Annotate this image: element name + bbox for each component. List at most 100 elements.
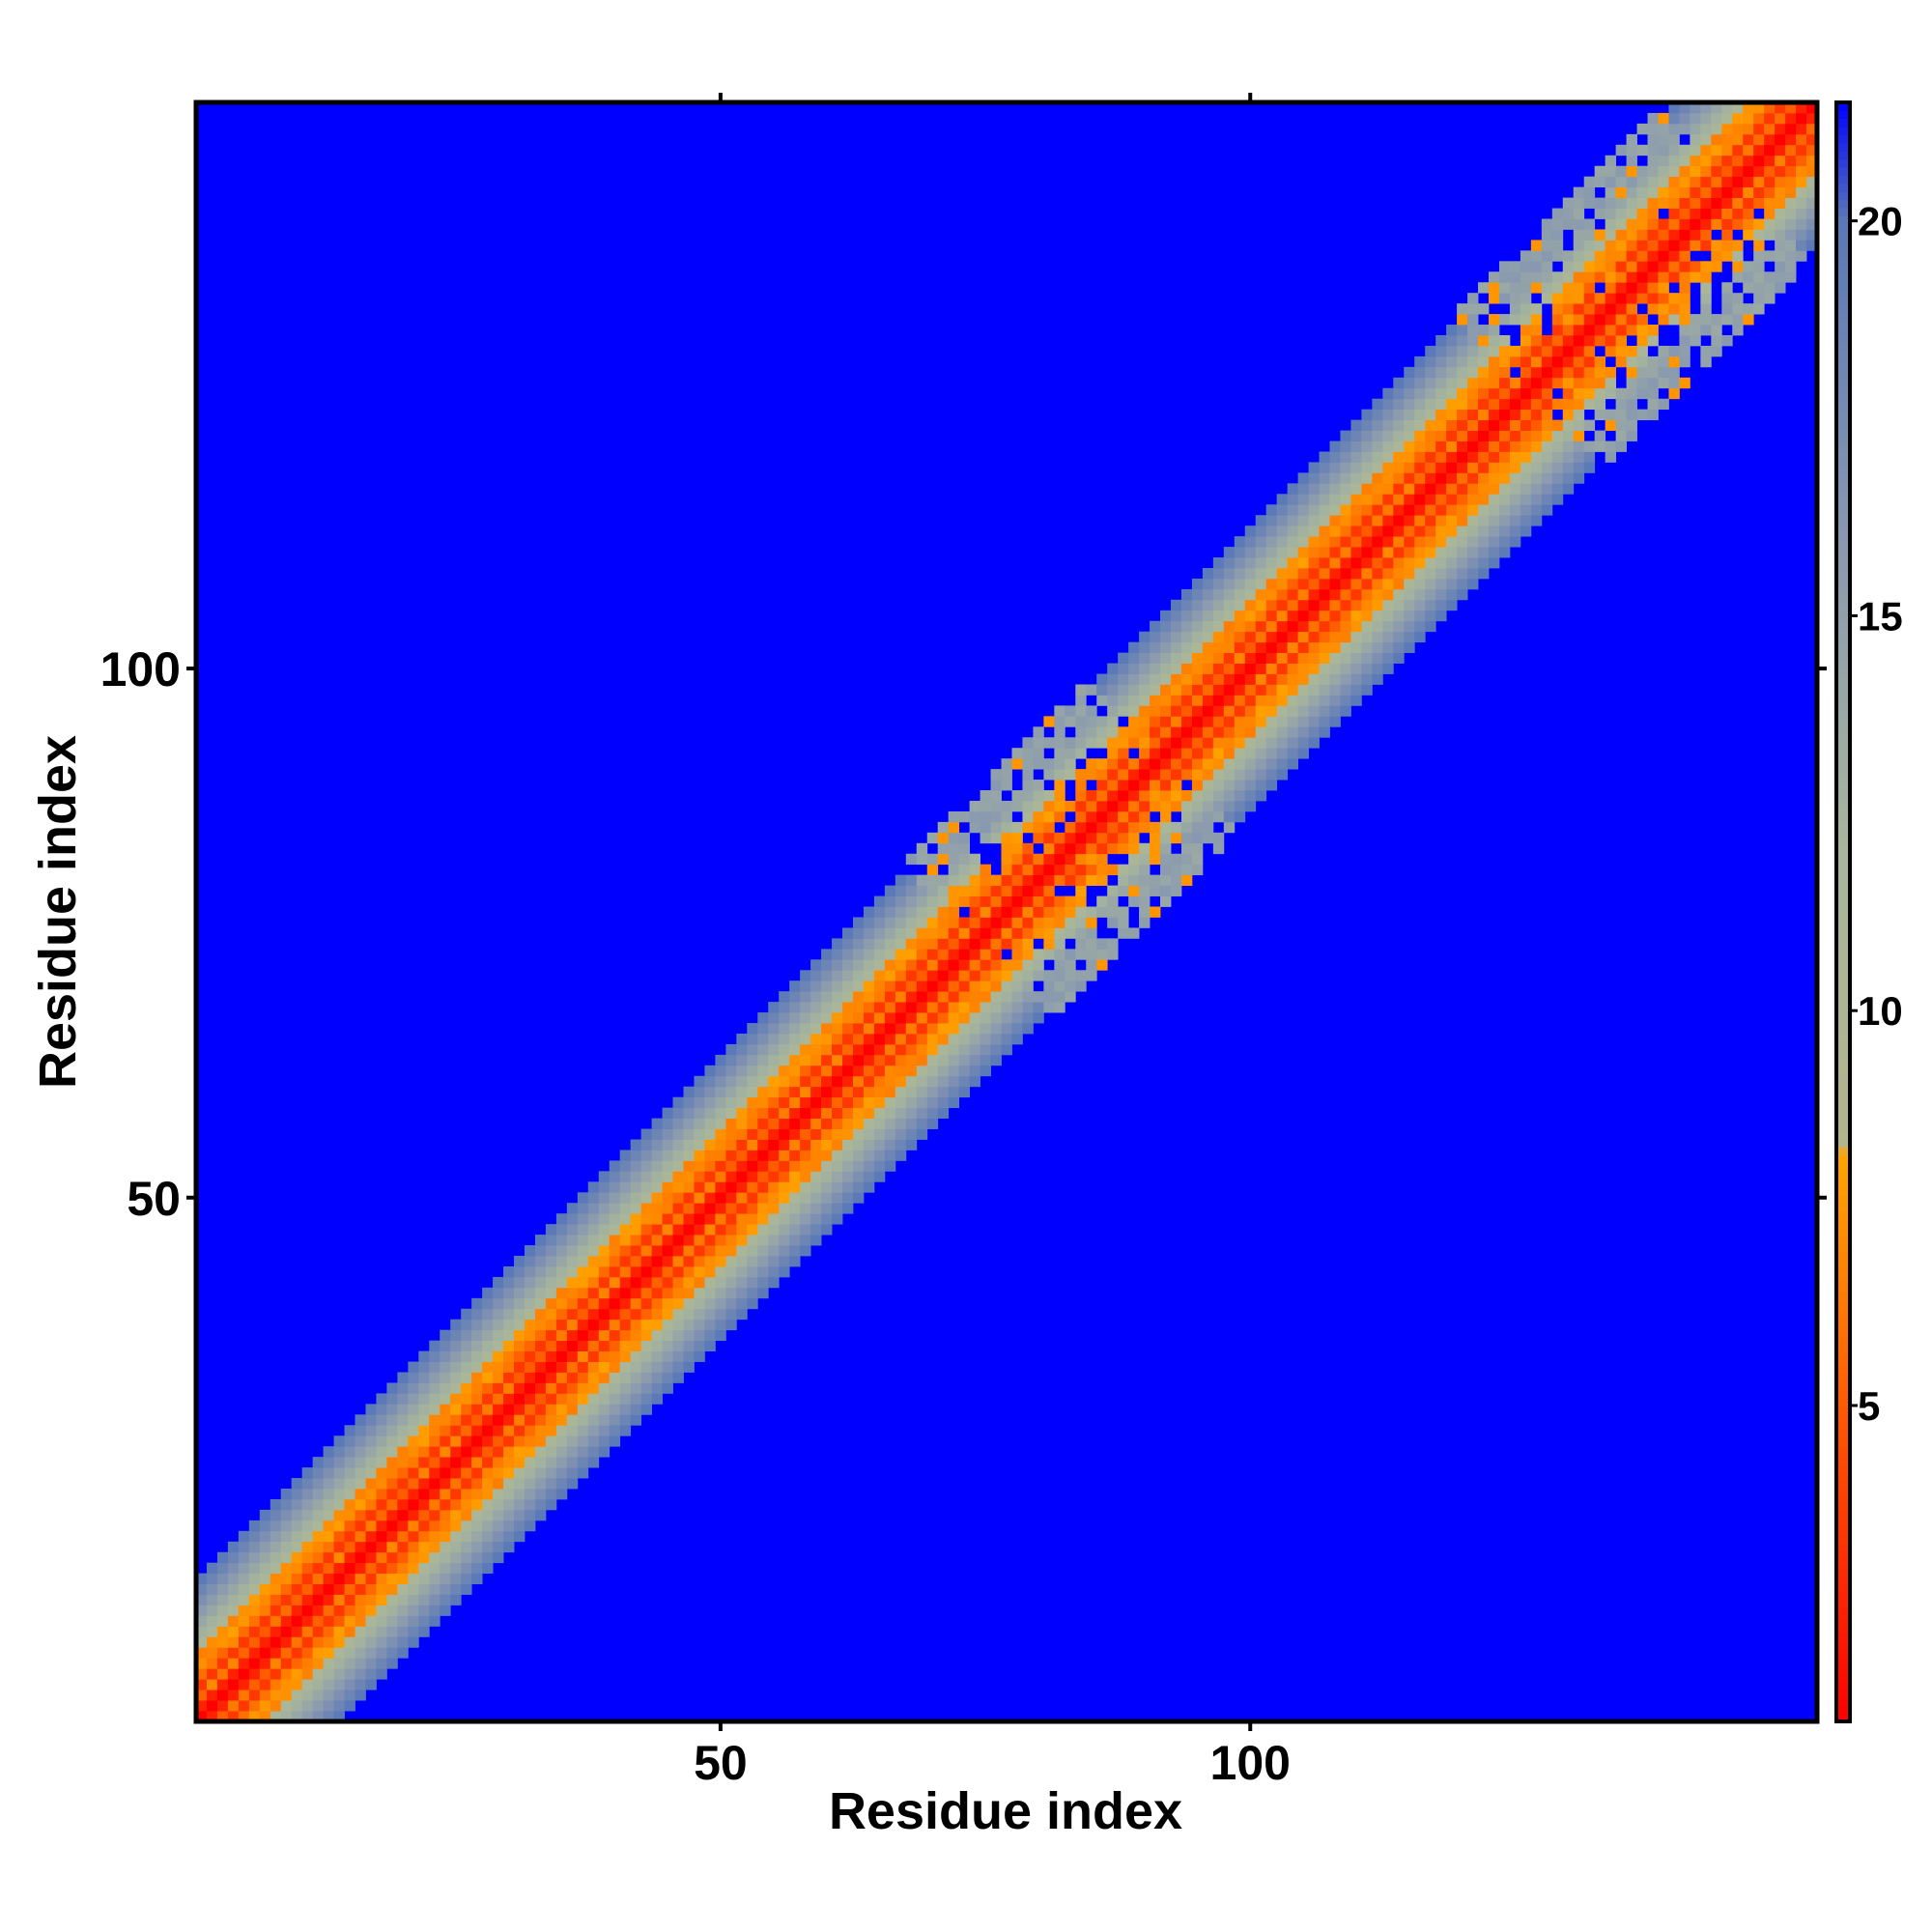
heatmap-cell [1785, 102, 1797, 114]
heatmap-cell [1764, 123, 1776, 135]
heatmap-cell [1489, 334, 1500, 347]
heatmap-cell [1382, 567, 1394, 580]
heatmap-cell [1658, 303, 1669, 315]
heatmap-cell [397, 1551, 409, 1564]
heatmap-cell [482, 1329, 494, 1342]
heatmap-cell [1457, 366, 1468, 379]
heatmap-cell [916, 970, 928, 981]
heatmap-cell [1425, 494, 1436, 505]
heatmap-cell [503, 1404, 515, 1415]
heatmap-cell [1636, 355, 1648, 368]
heatmap-cell [408, 1551, 419, 1564]
heatmap-cell [1489, 462, 1500, 473]
heatmap-cell [206, 1668, 218, 1680]
heatmap-cell [768, 1139, 780, 1151]
heatmap-cell [1457, 325, 1468, 336]
heatmap-cell [832, 1054, 843, 1066]
heatmap-cell [376, 1393, 387, 1405]
heatmap-cell [1457, 355, 1468, 368]
heatmap-cell [1425, 526, 1436, 537]
heatmap-cell [630, 1308, 642, 1321]
heatmap-cell [1732, 155, 1744, 167]
heatmap-cell [1244, 737, 1257, 749]
heatmap-cell [1361, 652, 1373, 664]
heatmap-cell [1562, 345, 1575, 357]
heatmap-cell [503, 1498, 515, 1511]
heatmap-cell [757, 1128, 769, 1140]
heatmap-cell [344, 1541, 355, 1553]
heatmap-cell [1128, 758, 1140, 770]
heatmap-cell [736, 1043, 748, 1056]
heatmap-cell [1562, 334, 1575, 347]
colorbar-segment [1836, 887, 1850, 896]
heatmap-cell [1287, 588, 1298, 601]
heatmap-cell [1711, 240, 1722, 251]
heatmap-cell [365, 1509, 377, 1521]
heatmap-cell [1107, 716, 1119, 727]
heatmap-cell [461, 1457, 472, 1468]
heatmap-cell [1785, 144, 1797, 156]
heatmap-cell [1065, 970, 1076, 981]
heatmap-cell [1308, 483, 1320, 495]
heatmap-cell [821, 1075, 833, 1088]
heatmap-cell [916, 1107, 928, 1119]
heatmap-cell [1711, 325, 1722, 336]
heatmap-cell [227, 1658, 240, 1669]
heatmap-cell [725, 1096, 737, 1109]
heatmap-cell [873, 938, 886, 950]
colorbar-segment [1836, 232, 1850, 241]
heatmap-cell [1043, 917, 1055, 928]
heatmap-cell [227, 1594, 240, 1605]
heatmap-cell [1160, 864, 1172, 876]
heatmap-cell [1234, 547, 1246, 558]
colorbar-segment [1836, 879, 1850, 889]
heatmap-cell [768, 1118, 780, 1129]
heatmap-cell [926, 1023, 939, 1035]
heatmap-cell [1361, 684, 1373, 696]
heatmap-cell [1583, 377, 1596, 389]
heatmap-cell [937, 927, 950, 939]
heatmap-cell [662, 1245, 673, 1257]
heatmap-cell [736, 1224, 748, 1236]
heatmap-cell [1054, 832, 1065, 844]
heatmap-cell [386, 1658, 398, 1669]
heatmap-cell [725, 1075, 737, 1088]
heatmap-cell [958, 1012, 971, 1024]
heatmap-cell [1150, 758, 1161, 770]
heatmap-cell [545, 1287, 557, 1299]
heatmap-cell [291, 1509, 303, 1521]
heatmap-cell [270, 1530, 282, 1543]
heatmap-cell [884, 970, 896, 981]
heatmap-cell [545, 1446, 557, 1458]
heatmap-cell [1107, 885, 1119, 896]
heatmap-cell [429, 1467, 440, 1479]
heatmap-cell [493, 1382, 504, 1394]
heatmap-cell [736, 1287, 748, 1299]
colorbar-segment [1836, 1511, 1850, 1520]
heatmap-cell [1509, 282, 1521, 294]
colorbar-segment [1836, 1065, 1850, 1075]
heatmap-cell [1509, 355, 1521, 368]
heatmap-cell [1414, 536, 1426, 548]
heatmap-cell [715, 1224, 726, 1236]
heatmap-cell [842, 1012, 854, 1024]
heatmap-cell [725, 1160, 737, 1172]
heatmap-cell [832, 970, 843, 981]
heatmap-cell [672, 1372, 684, 1383]
heatmap-cell [333, 1520, 345, 1532]
heatmap-cell [969, 1065, 980, 1077]
heatmap-cell [1150, 853, 1161, 866]
heatmap-cell [461, 1530, 472, 1543]
heatmap-cell [1457, 387, 1468, 400]
heatmap-cell [397, 1372, 409, 1383]
heatmap-cell [736, 1297, 748, 1310]
colorbar-segment [1836, 1001, 1850, 1010]
heatmap-cell [1551, 419, 1564, 431]
heatmap-cell [482, 1530, 494, 1543]
heatmap-cell [344, 1690, 355, 1701]
heatmap-cell [800, 1012, 811, 1024]
colorbar-segment [1836, 1332, 1850, 1342]
heatmap-cell [694, 1203, 705, 1214]
heatmap-cell [895, 1150, 907, 1161]
heatmap-cell [694, 1287, 705, 1299]
